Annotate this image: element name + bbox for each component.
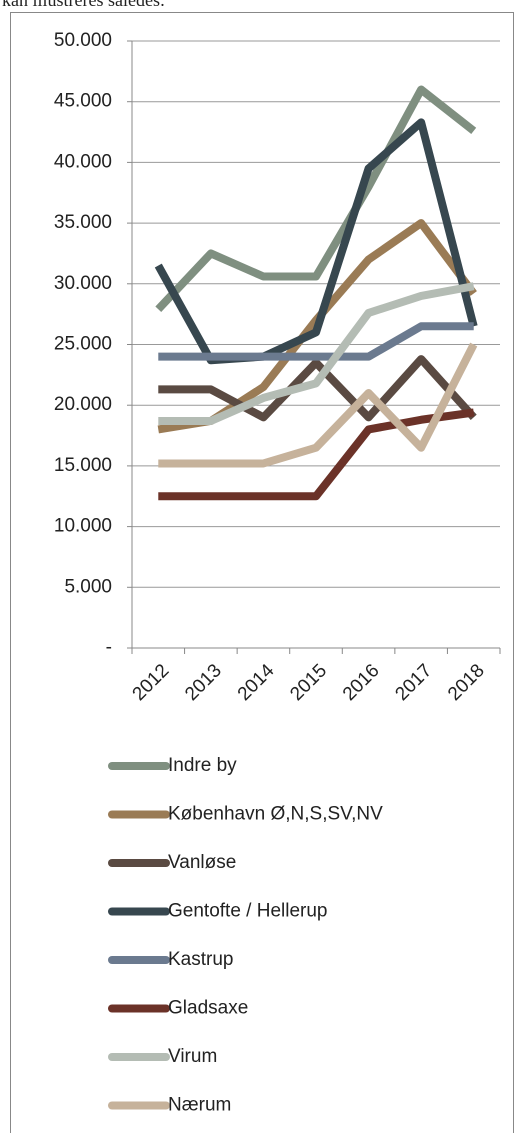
x-tick-label: 2017 [391,660,436,705]
x-tick-label: 2014 [234,660,279,705]
legend-label: Kastrup [168,949,233,970]
x-tick-label: 2018 [444,660,489,705]
x-tick-label: 2013 [181,660,226,705]
legend-label: Gladsaxe [168,998,248,1019]
y-tick-label: 50.000 [54,30,112,51]
series-line [155,85,477,313]
series-line [158,282,475,425]
x-tick-label: 2012 [129,660,174,705]
legend-label: Nærum [168,1095,231,1116]
x-tick-label: 2016 [339,660,384,705]
series-line [158,355,477,422]
y-tick-label: 30.000 [54,273,112,294]
y-tick-label: 40.000 [54,151,112,172]
legend-label: København Ø,N,S,SV,NV [168,804,383,825]
legend-label: Vanløse [168,852,236,873]
y-tick-label: 25.000 [54,334,112,355]
y-tick-label: 20.000 [54,394,112,415]
y-tick-label: 15.000 [54,455,112,476]
caption: kan illustreres således: [2,0,165,10]
legend-label: Gentofte / Hellerup [168,901,327,922]
series-line [158,342,478,468]
series-line [158,322,474,361]
y-tick-label: 45.000 [54,91,112,112]
y-tick-label: 35.000 [54,212,112,233]
series-line [158,408,475,501]
y-tick-label: 10.000 [54,516,112,537]
legend-label: Indre by [168,755,237,776]
y-tick-label: 5.000 [64,576,112,597]
legend-label: Virum [168,1046,217,1067]
y-tick-label: - [106,637,112,658]
x-tick-label: 2015 [286,660,331,705]
chart-frame [10,12,514,1133]
